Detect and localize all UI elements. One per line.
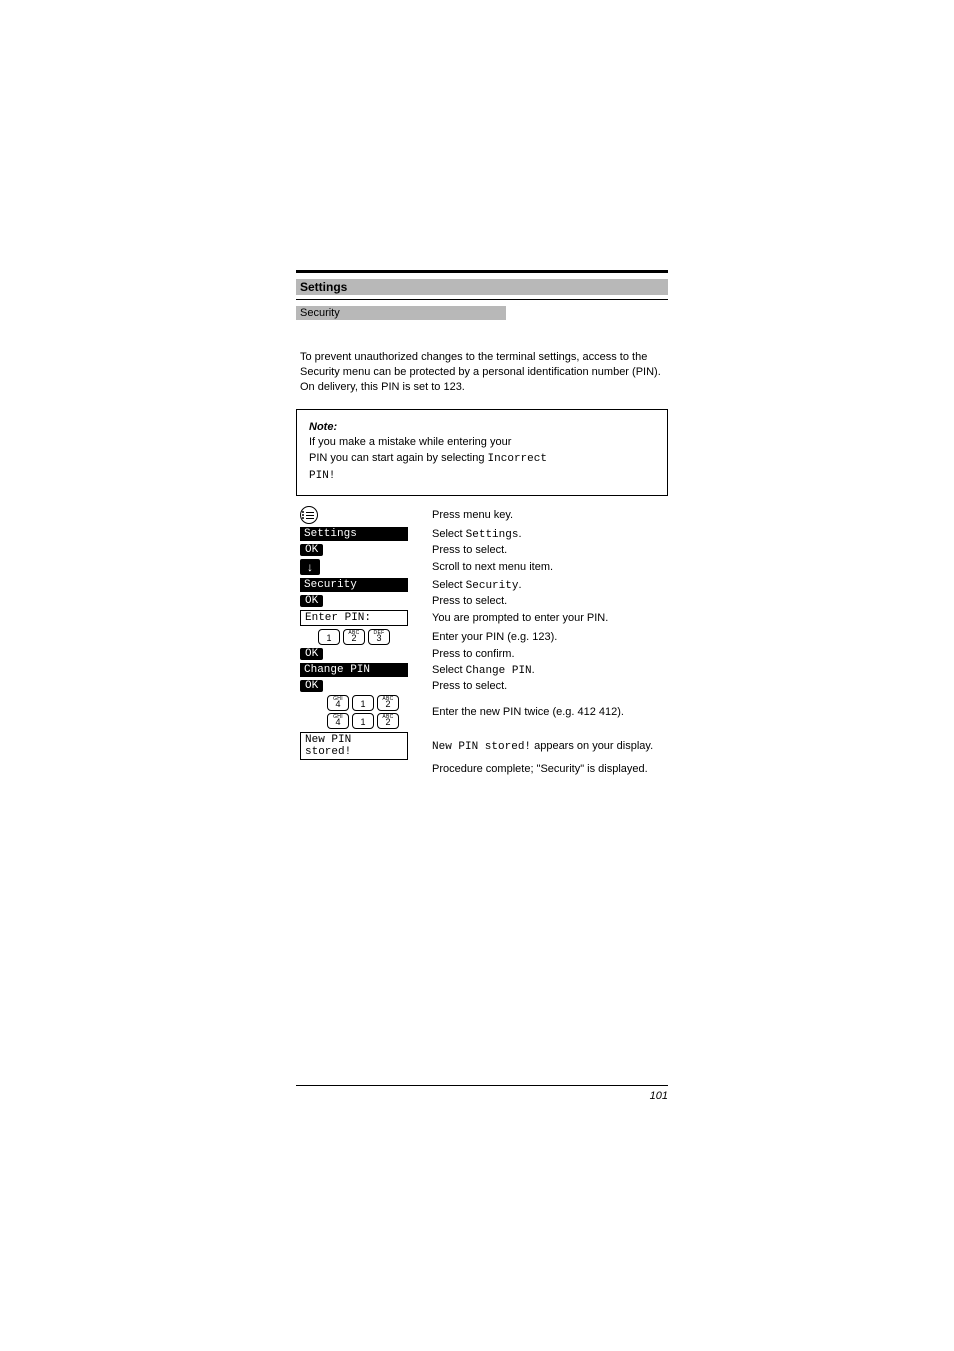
enter-pin-prompt: Enter PIN: — [300, 610, 408, 626]
key-1b: 1 — [352, 695, 374, 711]
page-number: 101 — [296, 1085, 668, 1102]
settings-desc: Select Settings. — [432, 528, 522, 540]
pin-b-desc: Enter the new PIN twice (e.g. 412 412). — [426, 706, 668, 718]
ok-select-3: Press to select. — [426, 680, 668, 692]
ok-confirm-1: Press to confirm. — [426, 648, 668, 660]
intro-text: To prevent unauthorized changes to the t… — [296, 350, 668, 409]
keypad-row-a: 1 ABC2 DEF3 — [300, 629, 408, 645]
change-pin-item: Change PIN — [300, 663, 408, 677]
ok-select-2: Press to select. — [426, 595, 668, 607]
menu-key-icon — [300, 506, 318, 524]
scroll-desc: Scroll to next menu item. — [426, 561, 668, 573]
stored-echo: New PIN stored! — [432, 741, 531, 753]
rule-thick — [296, 270, 668, 273]
key-4: GHI4 — [327, 695, 349, 711]
key-2b: ABC2 — [377, 695, 399, 711]
ok-select-1: Press to select. — [426, 544, 668, 556]
note-box: Note: If you make a mistake while enteri… — [296, 409, 668, 497]
keypad-row-b1: GHI4 1 ABC2 — [309, 695, 417, 711]
note-heading: Note: — [309, 421, 337, 433]
arrow-down-icon: ↓ — [300, 559, 320, 575]
key-2: ABC2 — [343, 629, 365, 645]
security-desc: Select Security. — [432, 579, 522, 591]
rule-thin — [296, 299, 668, 300]
ok-button-4: OK — [300, 680, 323, 692]
enter-pin-desc: You are prompted to enter your PIN. — [426, 612, 668, 624]
header-subtitle: Security — [296, 306, 506, 320]
note-incorrect: Incorrect — [488, 453, 547, 465]
ok-button-2: OK — [300, 595, 323, 607]
steps: Press menu key. Settings Select Settings… — [296, 506, 668, 775]
stored-msg: New PIN stored! — [300, 732, 408, 760]
stored-suffix: appears on your display. — [534, 740, 653, 752]
header-title: Settings — [296, 279, 668, 295]
menu-hint: Press menu key. — [426, 509, 668, 521]
change-pin-desc: Select Change PIN. — [432, 664, 535, 676]
ok-button-3: OK — [300, 648, 323, 660]
key-3: DEF3 — [368, 629, 390, 645]
settings-item: Settings — [300, 527, 408, 541]
security-item: Security — [300, 578, 408, 592]
pin-a-desc: Enter your PIN (e.g. 123). — [426, 631, 668, 643]
ok-button: OK — [300, 544, 323, 556]
note-pin: PIN! — [309, 470, 335, 482]
key-1: 1 — [318, 629, 340, 645]
key-2c: ABC2 — [377, 713, 399, 729]
key-1c: 1 — [352, 713, 374, 729]
done-text: Procedure complete; "Security" is displa… — [426, 763, 668, 775]
keypad-row-b2: GHI4 1 ABC2 — [309, 713, 417, 729]
note-line2a: PIN you can start again by selecting — [309, 452, 484, 464]
key-4b: GHI4 — [327, 713, 349, 729]
note-line1: If you make a mistake while entering you… — [309, 436, 511, 448]
